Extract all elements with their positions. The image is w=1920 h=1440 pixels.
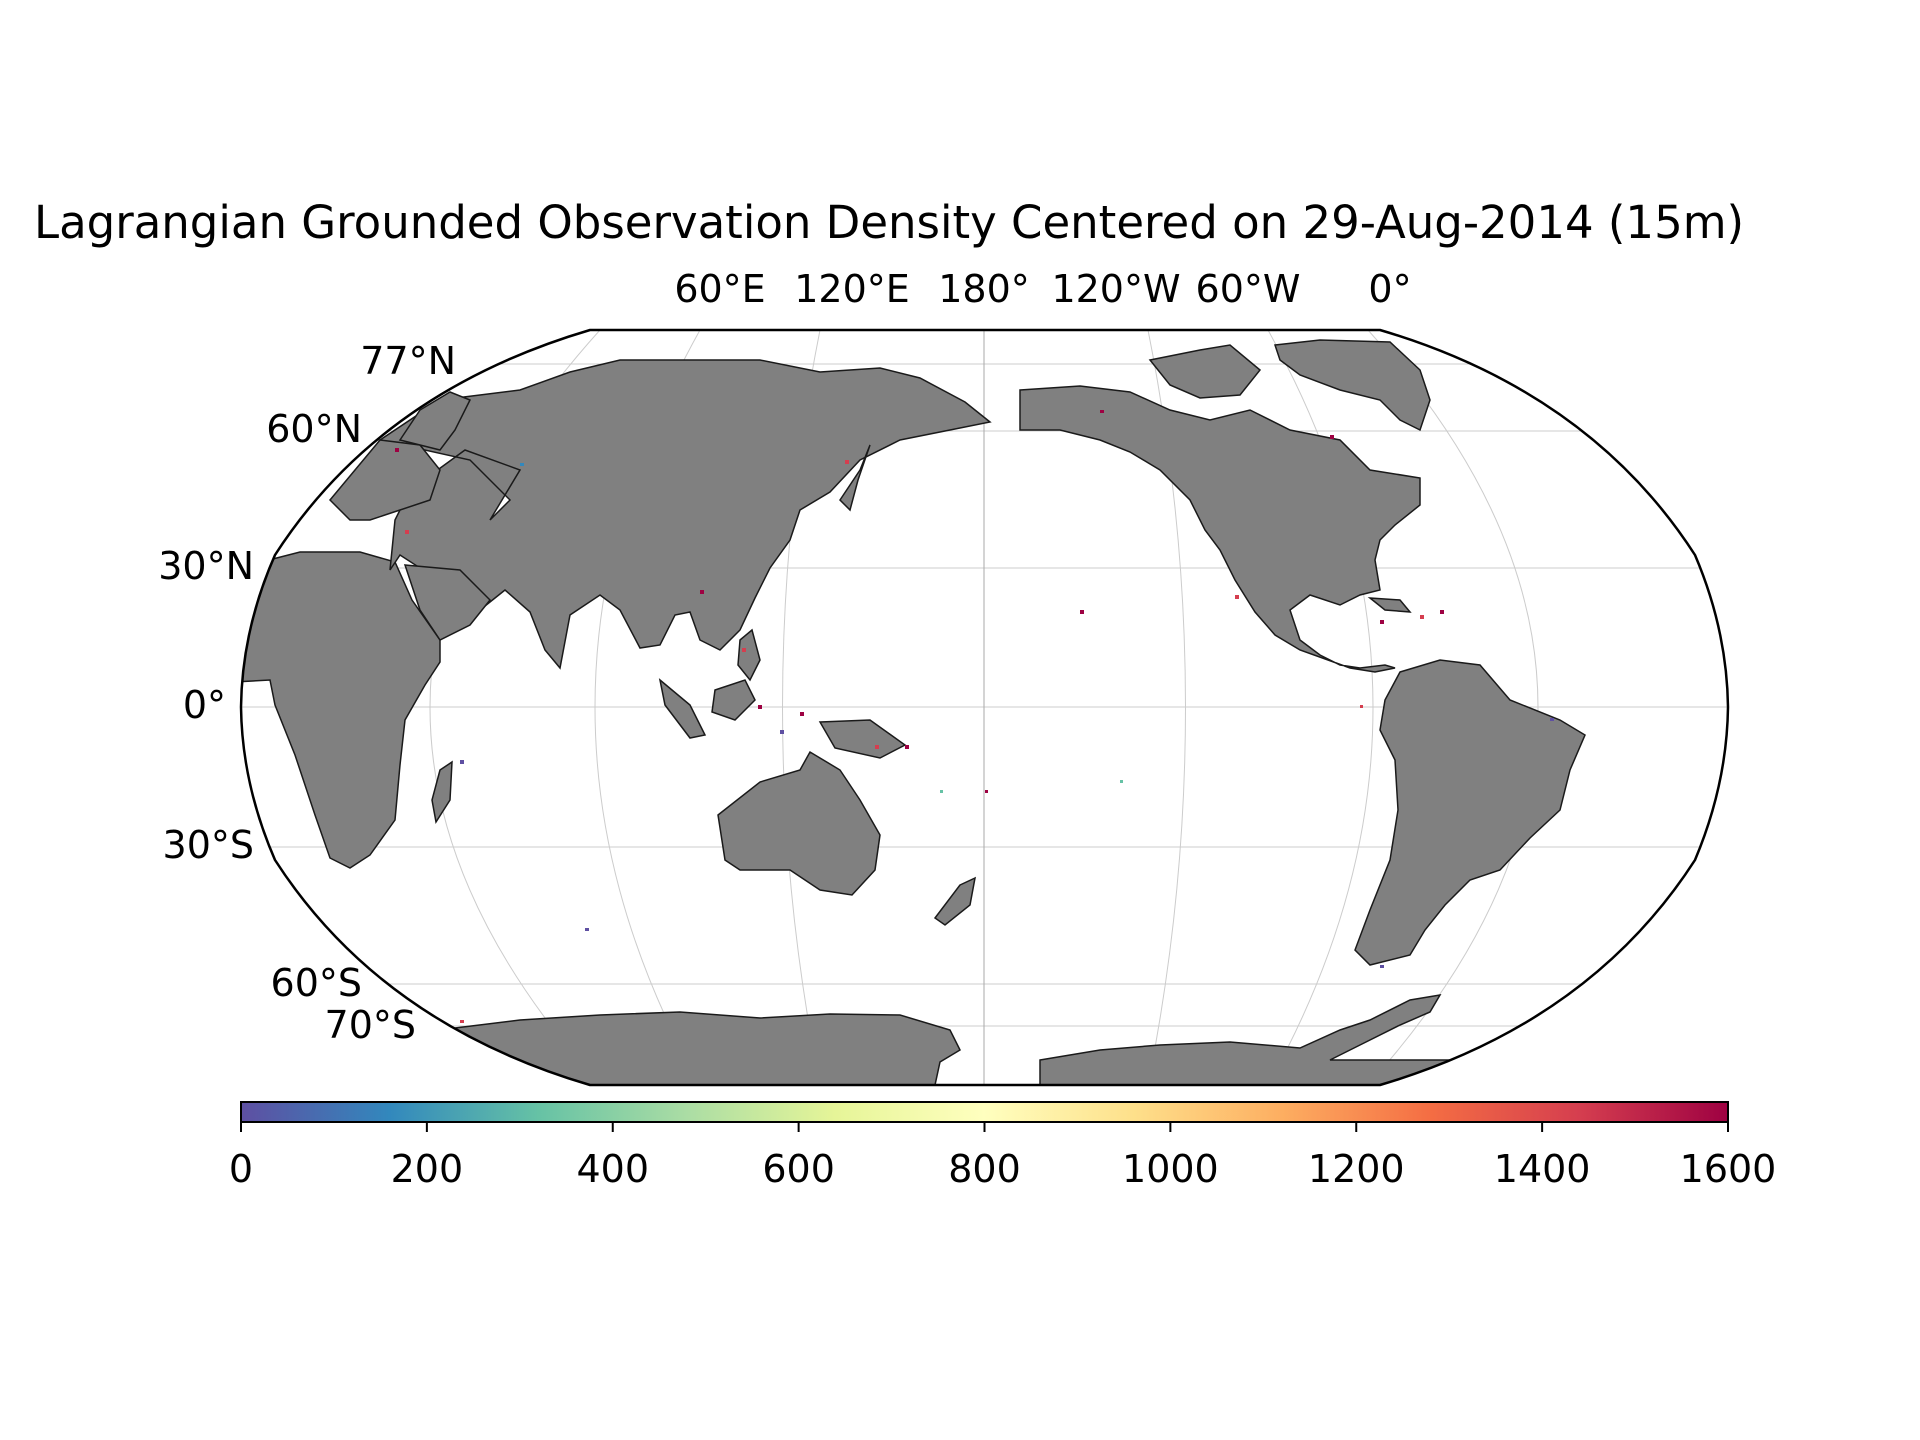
lon-label-120e: 120°E	[794, 267, 910, 311]
colorbar-tick-label: 400	[576, 1147, 649, 1191]
eurasia-landmass	[378, 359, 992, 670]
colorbar-tick-label: 1600	[1680, 1147, 1777, 1191]
colorbar-tick-label: 1400	[1494, 1147, 1591, 1191]
colorbar-tick-label: 800	[948, 1147, 1021, 1191]
lat-label-60s: 60°S	[271, 961, 362, 1005]
latitude-labels: 77°N 60°N 30°N 0° 30°S 60°S 70°S	[158, 339, 456, 1047]
lat-label-30s: 30°S	[163, 823, 254, 867]
colorbar-tick-label: 1200	[1308, 1147, 1405, 1191]
greenland-landmass	[1273, 339, 1431, 432]
lat-label-30n: 30°N	[158, 544, 254, 588]
cuba-landmass	[1367, 597, 1412, 613]
colorbar-ticks: 0 200 400 600 800 1000 1200 1400 1600	[229, 1122, 1776, 1191]
map-title: Lagrangian Grounded Observation Density …	[34, 196, 1745, 249]
lat-label-60n: 60°N	[266, 407, 362, 451]
sumatra-landmass	[658, 678, 707, 739]
japan-landmass	[839, 444, 871, 512]
colorbar-tick-label: 0	[229, 1147, 253, 1191]
lat-label-0: 0°	[183, 683, 226, 727]
africa-landmass	[241, 551, 441, 869]
new-guinea-landmass	[818, 719, 907, 759]
lon-label-180: 180°	[938, 267, 1030, 311]
globe-outline	[239, 328, 1730, 1087]
antarctica-landmass	[454, 1011, 961, 1085]
south-america-landmass	[1354, 659, 1586, 966]
philippines-landmass	[737, 628, 761, 682]
arabia-landmass	[403, 564, 492, 641]
colorbar: 0 200 400 600 800 1000 1200 1400 1600	[229, 1101, 1776, 1191]
colorbar-tick-label: 200	[391, 1147, 464, 1191]
scandinavia-landmass	[398, 391, 472, 451]
land	[241, 339, 1586, 1085]
colorbar-tick-label: 600	[762, 1147, 835, 1191]
lon-label-0: 0°	[1368, 267, 1411, 311]
europe-landmass	[328, 439, 441, 521]
arctic-islands-landmass	[1148, 344, 1262, 399]
madagascar-landmass	[431, 760, 453, 825]
lat-label-77n: 77°N	[360, 339, 456, 383]
longitude-labels: 60°E 120°E 180° 120°W 60°W 0°	[674, 267, 1411, 311]
density-points	[395, 410, 1554, 1023]
lon-label-120w: 120°W	[1051, 267, 1180, 311]
australia-landmass	[717, 750, 881, 896]
north-america-landmass	[1019, 385, 1421, 673]
borneo-landmass	[711, 679, 756, 721]
lat-label-70s: 70°S	[325, 1003, 416, 1047]
lon-label-60e: 60°E	[674, 267, 765, 311]
lon-label-60w: 60°W	[1196, 267, 1301, 311]
new-zealand-landmass	[933, 876, 977, 926]
colorbar-fill	[240, 1101, 1729, 1123]
colorbar-tick-label: 1000	[1122, 1147, 1219, 1191]
